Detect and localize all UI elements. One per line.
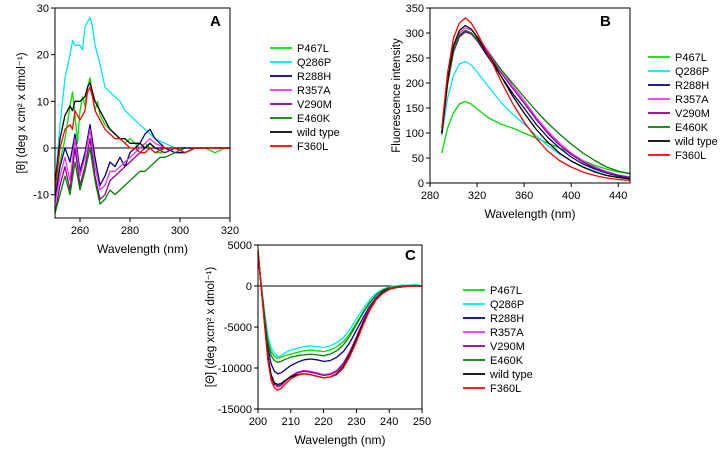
x-tick-label: 250: [413, 416, 431, 428]
x-tick-label: 300: [171, 225, 189, 237]
series-line-r288h: [55, 124, 230, 200]
legend-label: R288H: [675, 80, 709, 92]
x-tick-label: 280: [421, 190, 439, 202]
y-tick-label: -10000: [218, 363, 252, 375]
x-tick-label: 220: [314, 416, 332, 428]
plot-frame: [54, 7, 231, 219]
legend-label: V290M: [675, 108, 710, 120]
x-tick-label: 440: [609, 190, 627, 202]
x-tick-label: 210: [282, 416, 300, 428]
x-tick-label: 230: [347, 416, 365, 428]
panel-c: 200 210 220 230 240 250 -15000 -10000 -5000 0 5000…: [205, 240, 533, 447]
legend-label: V290M: [297, 99, 332, 111]
x-axis-label: Wavelength (nm): [485, 207, 576, 221]
y-axis-label: [Θ] (deg xcm² x dmol⁻¹): [205, 267, 217, 388]
series-line-r288h: [441, 29, 630, 179]
legend-label: Q286P: [490, 299, 524, 311]
y-axis-label: [θ] (deg x cm² x dmol⁻¹): [16, 52, 28, 173]
series-line-q286p: [258, 253, 422, 358]
series-line-wild-type: [441, 24, 630, 180]
legend-label: R288H: [490, 313, 524, 325]
legend-label: V290M: [490, 341, 525, 353]
legend-label: R357A: [675, 94, 709, 106]
legend-label: Q286P: [297, 57, 331, 69]
x-tick-label: 360: [515, 190, 533, 202]
y-tick-label: 150: [406, 103, 424, 115]
plot-frame: [429, 7, 631, 184]
panel-a: 260 280 300 320 -10 0 10 20 30 Wavelength (nm) [θ]…: [16, 3, 340, 256]
legend-label: R357A: [490, 327, 524, 339]
y-tick-label: 0: [43, 143, 49, 155]
y-tick-label: -5000: [224, 322, 252, 334]
series-group: [441, 17, 630, 182]
legend: P467L Q286P R288H R357A V290M E460K wild type F…: [648, 52, 718, 162]
series-line-e460k: [441, 29, 630, 175]
series-line-r357a: [441, 27, 630, 178]
series-line-p467l: [258, 253, 422, 359]
y-tick-label: 0: [418, 178, 424, 190]
legend-label: Q286P: [675, 66, 709, 78]
series-line-f360l: [55, 86, 230, 191]
legend: P467L Q286P R288H R357A V290M E460K wild type F…: [270, 43, 340, 153]
y-tick-label: 5000: [228, 240, 252, 252]
x-tick-label: 280: [121, 225, 139, 237]
legend-label: P467L: [490, 285, 522, 297]
legend-label: wild type: [489, 369, 533, 381]
y-tick-label: 200: [406, 78, 424, 90]
series-line-wild-type: [55, 82, 230, 186]
series-group: [55, 16, 230, 214]
series-line-e460k: [258, 253, 422, 363]
y-tick-label: -15000: [218, 404, 252, 416]
y-tick-label: 250: [406, 53, 424, 65]
legend-label: R357A: [297, 85, 331, 97]
x-tick-label: 200: [249, 416, 267, 428]
y-tick-label: 50: [412, 153, 424, 165]
legend-label: wild type: [296, 127, 340, 139]
legend-label: F360L: [675, 150, 706, 162]
x-tick-label: 260: [71, 225, 89, 237]
legend-label: E460K: [675, 122, 709, 134]
y-tick-label: 100: [406, 128, 424, 140]
x-tick-label: 400: [562, 190, 580, 202]
legend-label: E460K: [490, 355, 524, 367]
series-line-p467l: [55, 77, 230, 195]
panel-b: 280 320 360 400 440 0 50 100 150 200 250 300 350 Wave…: [391, 3, 718, 221]
y-tick-label: 30: [37, 3, 49, 15]
y-tick-label: 0: [246, 281, 252, 293]
x-tick-label: 320: [468, 190, 486, 202]
x-axis-label: Wavelength (nm): [295, 433, 386, 447]
x-tick-label: 320: [221, 225, 239, 237]
legend-label: F360L: [490, 383, 521, 395]
panel-letter: B: [600, 13, 611, 30]
panel-letter: C: [405, 247, 416, 264]
series-line-f360l: [441, 17, 630, 182]
legend-label: wild type: [674, 136, 718, 148]
legend: P467L Q286P R288H R357A V290M E460K wild type F…: [463, 285, 533, 395]
legend-label: F360L: [297, 141, 328, 153]
x-tick-label: 240: [380, 416, 398, 428]
series-line-r288h: [258, 253, 422, 375]
y-tick-label: 350: [406, 3, 424, 15]
y-tick-label: 300: [406, 28, 424, 40]
y-tick-label: 10: [37, 96, 49, 108]
series-group: [258, 249, 422, 391]
legend-label: E460K: [297, 113, 331, 125]
y-tick-label: -10: [33, 190, 49, 202]
legend-label: P467L: [675, 52, 707, 64]
series-line-f360l: [258, 249, 422, 391]
series-line-v290m: [441, 31, 630, 179]
series-line-q286p: [441, 60, 630, 180]
series-line-p467l: [441, 100, 630, 174]
panel-letter: A: [210, 13, 221, 30]
y-axis-label: Fluorescence intensity: [391, 38, 403, 153]
series-line-v290m: [55, 138, 230, 214]
legend-label: R288H: [297, 71, 331, 83]
legend-label: P467L: [297, 43, 329, 55]
series-line-wild-type: [258, 250, 422, 386]
y-tick-label: 20: [37, 50, 49, 62]
series-line-r357a: [258, 251, 422, 388]
x-axis-label: Wavelength (nm): [97, 242, 188, 256]
